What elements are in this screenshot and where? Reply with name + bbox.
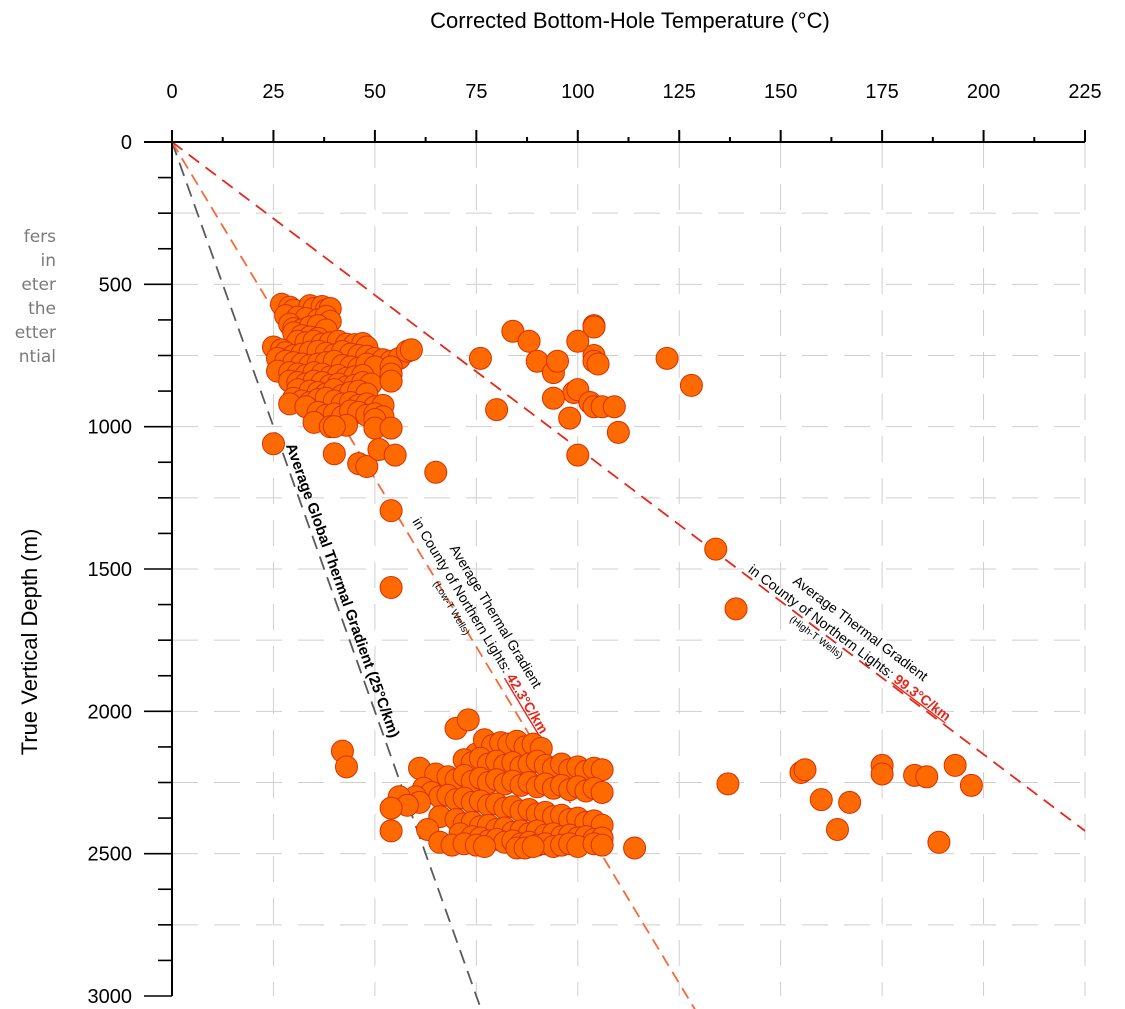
data-point	[485, 398, 509, 422]
data-point	[838, 790, 862, 814]
side-text-line: the	[28, 299, 56, 319]
data-point	[545, 349, 569, 373]
data-point	[322, 415, 346, 439]
data-point	[456, 708, 480, 732]
data-point	[943, 753, 967, 777]
data-point	[655, 346, 679, 370]
data-point	[424, 460, 448, 484]
label-high-line2: in County of Northern Lights: 99.3°C/km	[746, 561, 955, 724]
data-point	[383, 443, 407, 467]
x-tick-label: 200	[967, 81, 1000, 103]
data-point	[809, 788, 833, 812]
data-point	[724, 597, 748, 621]
side-text-line: etter	[14, 323, 56, 343]
data-point	[825, 817, 849, 841]
data-point	[472, 835, 496, 859]
data-point	[590, 780, 614, 804]
data-point	[586, 352, 610, 376]
data-point	[566, 329, 590, 353]
data-point	[322, 442, 346, 466]
label-high-prefix: in County of Northern Lights:	[746, 561, 901, 683]
x-axis-title: Corrected Bottom-Hole Temperature (°C)	[430, 8, 830, 33]
gradient-line-global	[171, 141, 482, 1009]
data-point	[602, 395, 626, 419]
gradient-line-high	[171, 141, 1086, 832]
x-tick-label: 100	[561, 81, 594, 103]
data-point	[521, 835, 545, 859]
y-tick-label: 0	[121, 132, 132, 154]
data-point	[590, 833, 614, 857]
points-layer	[261, 292, 983, 860]
x-tick-label: 50	[364, 81, 386, 103]
data-point	[517, 329, 541, 353]
data-point	[558, 406, 582, 430]
y-tick-label: 1000	[88, 417, 133, 439]
x-tick-label: 175	[865, 81, 898, 103]
data-point	[704, 537, 728, 561]
y-tick-label: 1500	[88, 559, 133, 581]
gradient-lines-layer	[171, 141, 1086, 1009]
y-tick-label: 2500	[88, 844, 133, 866]
data-point	[541, 386, 565, 410]
y-tick-label: 2000	[88, 701, 133, 723]
data-point	[606, 420, 630, 444]
data-point	[379, 499, 403, 523]
x-tick-label: 75	[465, 81, 487, 103]
data-point	[468, 346, 492, 370]
x-tick-label: 125	[663, 81, 696, 103]
x-tick-label: 0	[166, 81, 177, 103]
data-point	[915, 765, 939, 789]
y-axis-title: True Vertical Depth (m)	[17, 529, 42, 756]
data-point	[959, 773, 983, 797]
data-point	[566, 443, 590, 467]
side-text-line: in	[40, 251, 57, 271]
x-tick-label: 150	[764, 81, 797, 103]
data-point	[582, 315, 606, 339]
data-point	[261, 432, 285, 456]
data-point	[334, 755, 358, 779]
y-tick-label: 3000	[88, 986, 133, 1008]
data-point	[379, 576, 403, 600]
data-point	[679, 373, 703, 397]
data-point	[793, 758, 817, 782]
x-tick-label: 225	[1068, 81, 1101, 103]
data-point	[379, 796, 403, 820]
data-point	[379, 416, 403, 440]
x-tick-label: 25	[262, 81, 284, 103]
grid-layer	[172, 142, 1086, 996]
label-low-prefix: in County of Northern Lights:	[409, 515, 517, 679]
data-point	[399, 338, 423, 362]
data-point	[870, 762, 894, 786]
y-tick-label: 500	[99, 274, 132, 296]
data-point	[623, 836, 647, 860]
data-point	[716, 772, 740, 796]
data-point	[379, 369, 403, 393]
side-text-line: fers	[23, 227, 56, 247]
data-point	[379, 819, 403, 843]
side-text-line: ntial	[18, 347, 56, 367]
axes-layer: 0 25 50 75 100 125 150 175 200 225 0 500 1000 1500 200…	[88, 81, 1102, 1008]
gradient-line-low	[171, 141, 696, 1009]
label-low-line2: in County of Northern Lights: 42.3°C/km	[409, 515, 551, 737]
side-text-line: eter	[21, 275, 56, 295]
data-point	[927, 830, 951, 854]
data-point	[355, 455, 379, 479]
cropped-side-text: fers in eter the etter ntial	[0, 225, 56, 369]
